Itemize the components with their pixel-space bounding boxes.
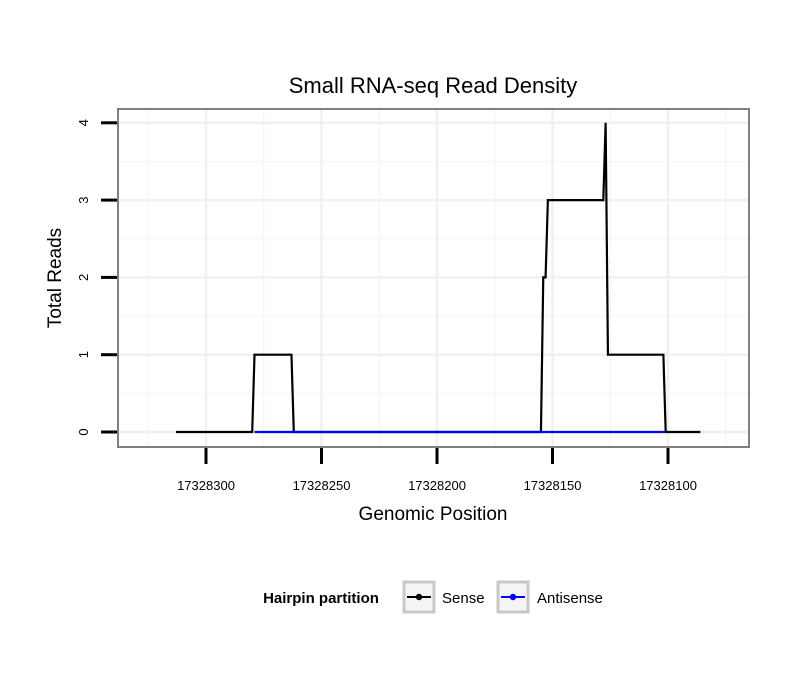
legend-key-point — [415, 593, 423, 601]
x-tick-label: 17328100 — [639, 478, 697, 493]
legend: Hairpin partition Sense Antisense — [263, 580, 603, 614]
x-tick-label: 17328250 — [293, 478, 351, 493]
x-axis-title: Genomic Position — [359, 504, 508, 525]
plot-border — [117, 108, 750, 448]
y-tick-label: 0 — [76, 428, 91, 435]
x-tick-label: 17328300 — [177, 478, 235, 493]
plot-area — [101, 108, 750, 464]
y-tick-label: 1 — [76, 351, 91, 358]
y-tick-label: 2 — [76, 274, 91, 281]
x-tick-label: 17328200 — [408, 478, 466, 493]
chart-title: Small RNA-seq Read Density — [289, 73, 578, 98]
y-tick-label: 4 — [76, 119, 91, 126]
legend-label-antisense: Antisense — [537, 590, 603, 607]
legend-label-sense: Sense — [442, 590, 485, 607]
y-tick-label: 3 — [76, 196, 91, 203]
y-axis-title: Total Reads — [45, 228, 66, 328]
x-tick-label: 17328150 — [524, 478, 582, 493]
legend-title: Hairpin partition — [263, 590, 379, 607]
series-line-sense — [175, 122, 701, 434]
legend-key-point — [509, 593, 517, 601]
